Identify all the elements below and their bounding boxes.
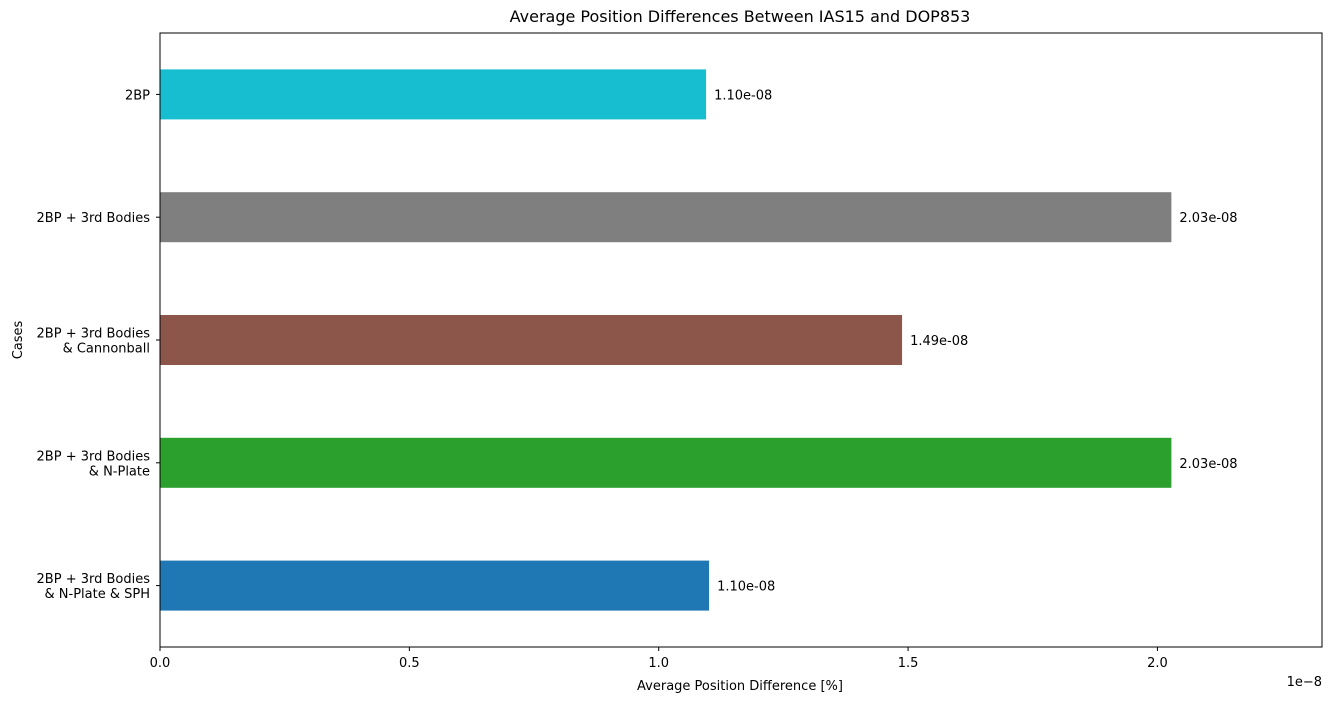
bar [160, 560, 710, 611]
bar-value-label: 1.49e-08 [910, 334, 968, 349]
x-axis-label: Average Position Difference [%] [637, 679, 843, 694]
y-tick-label: 2BP + 3rd Bodies & N-Plate [37, 449, 151, 479]
bar [160, 315, 903, 365]
y-tick-label: 2BP + 3rd Bodies & Cannonball [37, 327, 151, 357]
bar-value-label: 2.03e-08 [1179, 211, 1237, 226]
bar [160, 437, 1172, 488]
x-tick-label: 1.0 [648, 656, 669, 671]
y-tick-label: 2BP [125, 88, 150, 103]
y-tick-label: 2BP + 3rd Bodies [37, 211, 151, 226]
y-tick-label-line: 2BP + 3rd Bodies [37, 327, 151, 342]
y-tick-label-line: 2BP + 3rd Bodies [37, 572, 151, 587]
bar-value-label: 2.03e-08 [1179, 457, 1237, 472]
bar-value-label: 1.10e-08 [717, 580, 775, 595]
bars-layer: 1.10e-08 2.03e-08 1.49e-08 2.03e-08 1.10e-08 [160, 69, 1238, 611]
y-tick-label-line: 2BP [125, 88, 150, 103]
plot-frame [159, 32, 1323, 648]
y-tick-label-line: 2BP + 3rd Bodies [37, 211, 151, 226]
x-tick-label: 2.0 [1147, 656, 1168, 671]
x-tick-label: 1.5 [898, 656, 919, 671]
x-tick-label: 0.5 [399, 656, 420, 671]
y-tick-label-line: & Cannonball [63, 342, 150, 357]
x-tick-label: 0.0 [150, 656, 171, 671]
bar [160, 192, 1172, 243]
y-tick-label-line: 2BP + 3rd Bodies [37, 449, 151, 464]
x-axis-offset-label: 1e−8 [1287, 675, 1322, 690]
bar-value-label: 1.10e-08 [714, 88, 772, 103]
y-tick-label-line: & N-Plate [89, 464, 150, 479]
y-tick-label-line: & N-Plate & SPH [45, 587, 150, 602]
y-tick-label: 2BP + 3rd Bodies & N-Plate & SPH [37, 572, 151, 602]
bar [160, 69, 707, 120]
y-axis-label: Cases [11, 320, 26, 359]
chart-title: Average Position Differences Between IAS… [510, 7, 971, 26]
